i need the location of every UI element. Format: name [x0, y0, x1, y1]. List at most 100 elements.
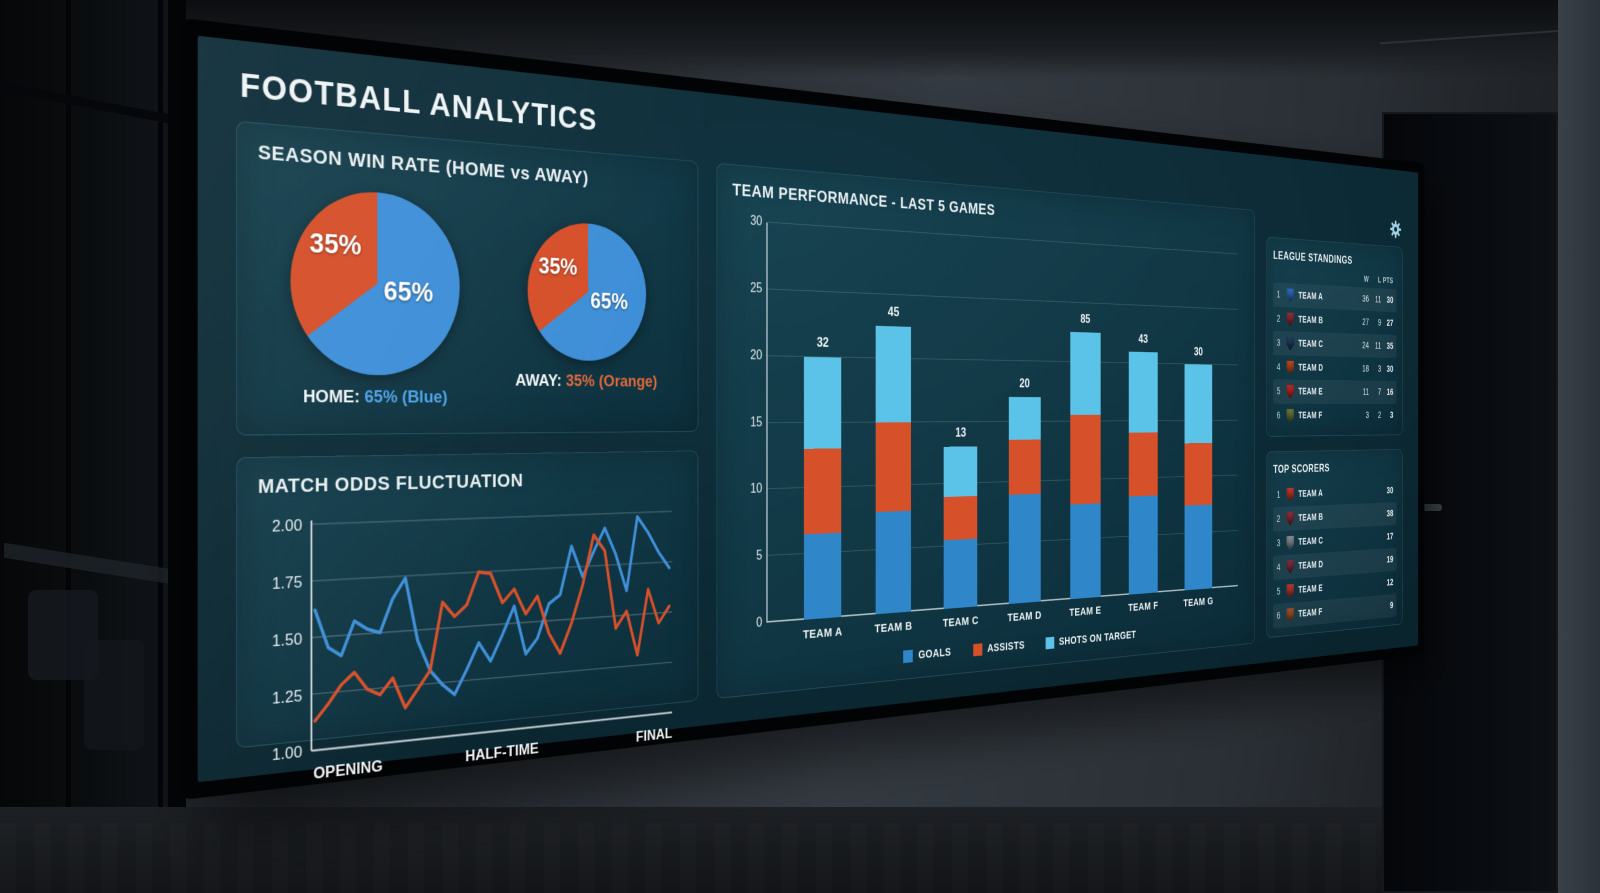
- legend-item-assists: ASSISTS: [973, 639, 1025, 657]
- scorers-rank: 3: [1276, 537, 1281, 549]
- dashboard-grid: SEASON WIN RATE (HOME vs AWAY) 35% 65% HOM…: [236, 120, 1403, 783]
- bar-segment-goals: [875, 510, 912, 615]
- bar-segment-goals: [1184, 504, 1213, 591]
- standings-points: 30: [1386, 364, 1394, 375]
- bar-segment-goals: [804, 532, 842, 620]
- y-tick-label: 1.75: [272, 573, 302, 593]
- y-tick-label: 1.50: [272, 629, 302, 650]
- standings-rank: 6: [1276, 410, 1281, 422]
- standings-rank: 3: [1276, 337, 1281, 349]
- floor: [0, 807, 1600, 893]
- bar-x-label: TEAM B: [874, 619, 913, 636]
- standings-losses: 9: [1377, 317, 1382, 329]
- scorers-goals: 30: [1386, 485, 1394, 497]
- bar-team-g: 30 TEAM G: [1183, 345, 1213, 610]
- standings-wins: 11: [1362, 387, 1369, 398]
- standings-row: 5 TEAM E 11 7 16: [1273, 379, 1397, 404]
- dashboard-screen: FOOTBALL ANALYTICS SEASON WIN RATE (HOME…: [197, 35, 1419, 783]
- bar-segment-shots-on-target: [1128, 351, 1158, 433]
- legend-label: GOALS: [918, 645, 952, 662]
- pie-caption-value: 65% (Blue): [364, 386, 448, 407]
- bar-x-label: TEAM F: [1128, 599, 1159, 615]
- panel-title-match-odds: MATCH ODDS FLUCTUATION: [257, 470, 524, 498]
- panel-league-standings: LEAGUE STANDINGS W L PTS 1 TEAM A 36 11 30 2 TEAM…: [1266, 236, 1403, 437]
- scorers-goals: 38: [1386, 508, 1394, 520]
- odds-line-chart: 2.00 1.75 1.50 1.25 1.00 OPENING HALF-TIME FINA…: [258, 494, 682, 799]
- standings-points: 16: [1386, 387, 1394, 398]
- standings-points: 30: [1386, 295, 1394, 306]
- pie-caption-away_win_rate: AWAY: 35% (Orange): [515, 371, 657, 392]
- pie-chart-away_win_rate: 35% 65%: [527, 219, 647, 362]
- bar-segment-shots-on-target: [943, 446, 978, 497]
- standings-team-name: TEAM F: [1298, 410, 1323, 421]
- standings-team-name: TEAM B: [1298, 314, 1324, 326]
- pie-charts-row: 35% 65% HOME: 65% (Blue) 35% 65% AWAY: 35% (O…: [258, 172, 682, 418]
- scorers-team-name: TEAM A: [1298, 488, 1323, 500]
- bar-chart-legend: GOALS ASSISTS SHOTS ON TARGET: [732, 616, 1244, 683]
- bar-y-tick-label: 0: [756, 615, 763, 631]
- scorers-goals: 19: [1386, 554, 1394, 566]
- bar-segment-assists: [804, 448, 842, 535]
- scorers-goals: 9: [1389, 600, 1394, 611]
- standings-losses: 11: [1375, 294, 1382, 306]
- x-axis-label: OPENING: [313, 757, 382, 783]
- glass-mullion: [158, 0, 163, 893]
- team-crest-icon: [1286, 511, 1293, 525]
- display-bezel: FOOTBALL ANALYTICS SEASON WIN RATE (HOME…: [182, 18, 1425, 800]
- standings-col-w: W: [1363, 274, 1369, 284]
- settings-gear-icon[interactable]: [1390, 219, 1402, 239]
- bar-segment-shots-on-target: [1008, 397, 1041, 440]
- right-wall: [1558, 0, 1600, 893]
- legend-item-goals: GOALS: [903, 645, 951, 663]
- pie-block-away_win_rate: 35% 65% AWAY: 35% (Orange): [515, 219, 657, 392]
- standings-losses: 2: [1377, 410, 1382, 421]
- pie-slice-label-minor: 35%: [309, 228, 362, 262]
- team-crest-icon: [1286, 536, 1293, 550]
- team-crest-icon: [1286, 409, 1293, 423]
- standings-losses: 11: [1375, 340, 1382, 352]
- standings-team-name: TEAM E: [1298, 386, 1323, 398]
- pie-chart-home_win_rate: 35% 65%: [290, 185, 460, 376]
- bar-value-label: 85: [1080, 311, 1091, 327]
- team-crest-icon: [1286, 360, 1293, 374]
- scorers-rank: 6: [1276, 610, 1281, 622]
- standings-points: 35: [1386, 341, 1394, 352]
- bar-value-label: 43: [1138, 331, 1148, 346]
- standings-col-pts: PTS: [1382, 275, 1394, 286]
- bar-value-label: 13: [955, 424, 967, 440]
- legend-swatch: [1045, 636, 1055, 650]
- bar-segment-assists: [1008, 439, 1041, 495]
- team-crest-icon: [1286, 385, 1293, 399]
- standings-losses: 3: [1377, 364, 1382, 375]
- pie-slice-label-minor: 35%: [538, 253, 578, 281]
- bar-value-label: 45: [887, 304, 900, 320]
- bar-y-tick-label: 30: [750, 213, 763, 229]
- y-tick-label: 1.00: [272, 743, 302, 765]
- standings-points: 3: [1389, 410, 1394, 421]
- carpet-pattern: [0, 823, 1600, 893]
- bar-segment-goals: [1008, 493, 1041, 605]
- meeting-table-silhouette: [4, 542, 172, 585]
- panel-season-win-rate: SEASON WIN RATE (HOME vs AWAY) 35% 65% HOM…: [236, 120, 699, 436]
- standings-col-l: L: [1377, 275, 1382, 285]
- bar-segment-assists: [875, 421, 912, 512]
- standings-rank: 4: [1276, 361, 1281, 373]
- bar-y-tick-label: 10: [750, 482, 763, 497]
- standings-header-spacer: [1277, 274, 1357, 279]
- standings-rank: 1: [1276, 289, 1281, 301]
- panel-title-top-scorers: TOP SCORERS: [1273, 461, 1330, 476]
- bar-value-label: 30: [1193, 344, 1203, 359]
- standings-wins: 18: [1362, 363, 1369, 375]
- scorers-goals: 17: [1386, 531, 1394, 543]
- bar-team-f: 43 TEAM F: [1128, 332, 1158, 615]
- bar-team-b: 45 TEAM B: [875, 304, 913, 636]
- team-crest-icon: [1286, 288, 1293, 302]
- bar-segment-shots-on-target: [1184, 363, 1213, 444]
- y-tick-label: 2.00: [272, 516, 302, 536]
- bars-container: 32 TEAM A 45 TEAM B 13 TEAM C 20 TEAM D 85 TEAM E…: [768, 223, 1238, 642]
- pie-slice-label-major: 65%: [383, 276, 434, 308]
- pie-block-home_win_rate: 35% 65% HOME: 65% (Blue): [290, 185, 460, 408]
- bar-team-d: 20 TEAM D: [1007, 376, 1041, 624]
- bar-segment-assists: [1070, 415, 1101, 505]
